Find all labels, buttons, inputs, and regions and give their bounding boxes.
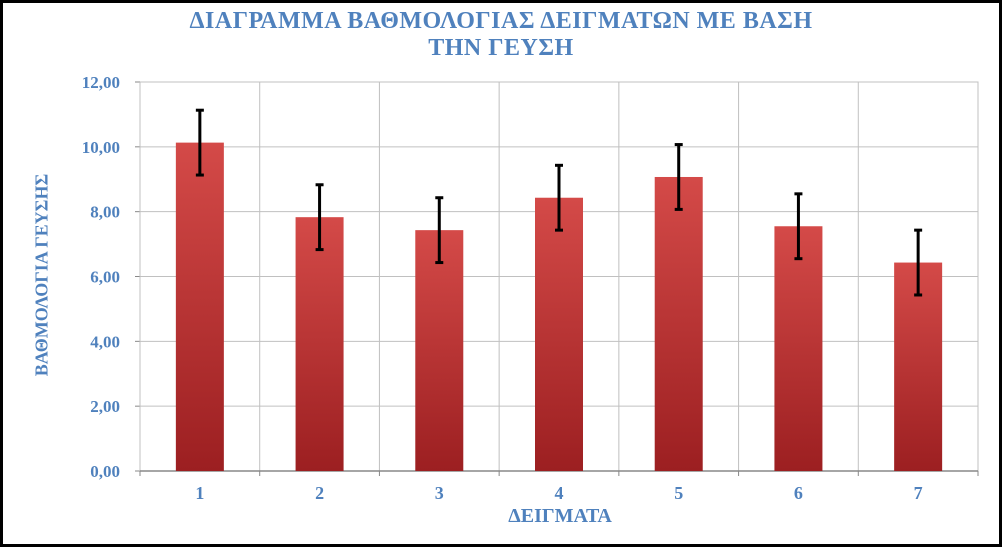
x-tick-label-1: 1 (195, 483, 204, 503)
y-tick-label: 8,00 (90, 203, 120, 222)
y-tick-label: 2,00 (90, 397, 120, 416)
x-tick-label-2: 2 (315, 483, 324, 503)
bar-1 (175, 142, 224, 471)
y-tick-label: 10,00 (82, 138, 120, 157)
x-axis-label: ΔΕΙΓΜΑΤΑ (508, 505, 612, 527)
x-tick-label-7: 7 (914, 483, 923, 503)
y-tick-label: 12,00 (82, 73, 120, 92)
bar-2 (295, 217, 344, 471)
x-tick-label-3: 3 (435, 483, 444, 503)
y-tick-label: 4,00 (90, 332, 120, 351)
chart-title: ΔΙΑΓΡΑΜΜΑ ΒΑΘΜΟΛΟΓΙΑΣ ΔΕΙΓΜΑΤΩΝ ΜΕ ΒΑΣΗ … (0, 8, 1002, 62)
chart-title-line-1: ΔΙΑΓΡΑΜΜΑ ΒΑΘΜΟΛΟΓΙΑΣ ΔΕΙΓΜΑΤΩΝ ΜΕ ΒΑΣΗ (189, 8, 813, 34)
x-tick-label-6: 6 (794, 483, 803, 503)
chart-title-line-2: ΤΗΝ ΓΕΥΣΗ (428, 35, 574, 61)
y-tick-label: 6,00 (90, 268, 120, 287)
bar-4 (535, 197, 583, 472)
bar-7 (894, 262, 943, 471)
x-tick-label-4: 4 (555, 483, 564, 503)
y-tick-label: 0,00 (90, 462, 120, 481)
bar-5 (654, 176, 703, 471)
bar-6 (774, 226, 823, 471)
bar-3 (415, 230, 464, 471)
x-tick-label-5: 5 (674, 483, 683, 503)
